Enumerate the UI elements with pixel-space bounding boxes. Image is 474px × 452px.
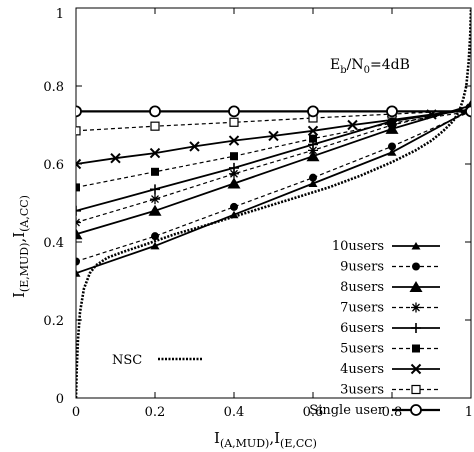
data-point-single-user: [307, 105, 319, 118]
data-point-9users: [151, 232, 159, 241]
axis-ticks: 0 0.2 0.4 0.6 0.8 1 0 0.2 0.4 0.6 0.8 1: [43, 7, 473, 420]
legend-marker-5users: [412, 344, 420, 353]
data-point-4users: [149, 147, 161, 159]
data-point-6users: [76, 205, 81, 216]
data-point-6users: [150, 184, 160, 195]
data-point-5users: [76, 183, 80, 192]
legend-marker-7users: [411, 302, 421, 313]
data-point-single-user: [386, 105, 398, 118]
data-point-9users: [309, 173, 317, 182]
legend-label-4users: 4users: [340, 362, 384, 377]
series-layer: [76, 8, 471, 398]
data-point-4users: [228, 135, 240, 146]
data-point-4users: [76, 158, 82, 170]
y-axis-label: I(E,MUD),I(A,CC): [10, 195, 31, 298]
x-axis-label: I(A,MUD),I(E,CC): [214, 429, 317, 450]
data-point-single-user: [76, 105, 82, 118]
legend-label-6users: 6users: [340, 321, 384, 336]
data-point-5users: [151, 167, 159, 176]
x-tick-label: 0.4: [224, 405, 245, 420]
legend-label-single-user: Single user: [309, 403, 384, 418]
data-point-3users: [229, 117, 239, 127]
data-point-8users: [306, 150, 320, 162]
data-point-5users: [388, 119, 396, 128]
legend-label-7users: 7users: [340, 301, 384, 316]
legend-label-9users: 9users: [340, 260, 384, 275]
data-point-9users: [76, 257, 80, 266]
data-point-10users: [308, 179, 318, 187]
data-point-7users: [308, 145, 318, 156]
legend-label-5users: 5users: [340, 342, 384, 357]
data-point-4users: [347, 119, 358, 131]
data-point-5users: [230, 152, 238, 161]
plot-frame: [75, 7, 472, 399]
legend: 10users 9users 8users 7users 6users 5users 4us…: [112, 239, 440, 418]
legend-label-nsc: NSC: [112, 353, 142, 368]
data-point-single-user: [149, 105, 161, 118]
legend-marker-9users: [412, 262, 420, 271]
legend-label-3users: 3users: [340, 383, 384, 398]
data-point-4users: [110, 152, 121, 164]
series-line-9users: [76, 110, 471, 263]
series-line-8users: [76, 104, 471, 236]
series-line-7users: [76, 106, 471, 224]
data-point-3users: [76, 126, 81, 136]
y-tick-label: 0.8: [43, 80, 64, 95]
legend-marker-single-user: [410, 404, 422, 416]
data-point-7users: [229, 168, 239, 179]
data-point-9users: [388, 142, 396, 151]
data-point-8users: [76, 228, 83, 240]
data-point-4users: [189, 141, 200, 152]
legend-marker-4users: [410, 363, 422, 375]
x-tick-label: 0: [72, 405, 80, 420]
data-point-10users: [229, 210, 239, 219]
y-tick-label: 0.2: [43, 314, 64, 329]
data-point-10users: [76, 269, 81, 277]
y-tick-label: 0.4: [43, 236, 64, 251]
y-tick-label: 0.6: [43, 158, 64, 173]
series-line-10users: [76, 108, 471, 275]
legend-marker-3users: [411, 384, 421, 395]
data-point-single-user: [228, 105, 240, 118]
series-line-nsc: [76, 8, 471, 398]
data-point-8users: [148, 204, 162, 216]
x-tick-label: 0.8: [382, 405, 403, 420]
legend-marker-10users: [411, 242, 421, 250]
legend-label-8users: 8users: [340, 280, 384, 295]
data-point-7users: [150, 194, 160, 205]
plot-area: [76, 8, 471, 398]
legend-marker-8users: [409, 281, 423, 292]
data-point-10users: [387, 148, 397, 156]
y-tick-label: 0: [56, 392, 64, 407]
data-point-6users: [229, 162, 239, 173]
x-tick-label: 1: [465, 405, 473, 420]
series-line-6users: [76, 108, 471, 212]
data-point-10users: [150, 241, 160, 250]
x-tick-label: 0.6: [303, 405, 324, 420]
y-tick-label: 1: [56, 7, 64, 22]
data-point-9users: [230, 202, 238, 211]
data-point-single-user: [465, 105, 471, 118]
legend-label-10users: 10users: [332, 239, 384, 254]
data-point-7users: [76, 217, 81, 228]
data-point-3users: [150, 121, 160, 131]
x-tick-label: 0.2: [145, 405, 166, 420]
data-point-4users: [307, 125, 319, 137]
annotation: Eb/N0=4dB: [330, 57, 410, 76]
data-point-4users: [268, 130, 279, 142]
series-line-3users: [76, 109, 471, 132]
legend-marker-6users: [411, 323, 421, 333]
data-point-8users: [227, 177, 241, 189]
data-point-5users: [309, 134, 317, 143]
